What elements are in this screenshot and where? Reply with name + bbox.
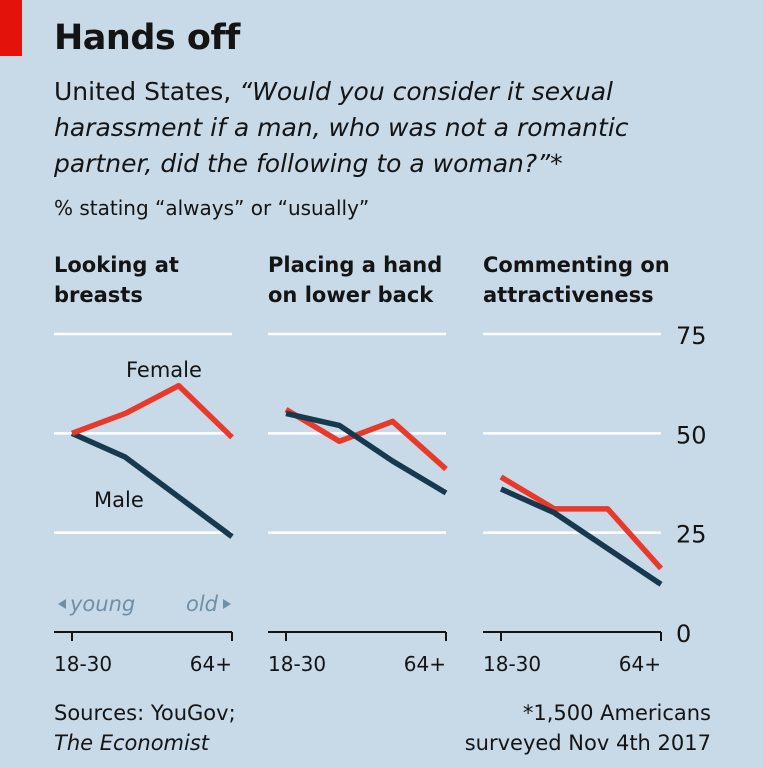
y-tick-label: 50 xyxy=(676,421,707,449)
source-line-2: The Economist xyxy=(54,731,210,755)
male-series-line xyxy=(70,430,234,539)
panel-title-1: Placing a hand on lower back xyxy=(268,253,443,307)
old-arrow-icon xyxy=(223,599,231,609)
x-tick-label-end: 64+ xyxy=(404,652,446,676)
age-label-old: old xyxy=(186,592,219,616)
survey-note-line-2: surveyed Nov 4th 2017 xyxy=(464,731,711,755)
survey-note: *1,500 Americans surveyed Nov 4th 2017 xyxy=(465,698,711,758)
panel-title-2: Commenting on attractiveness xyxy=(483,253,670,307)
subtitle-question: “Would you consider it sexual harassment… xyxy=(54,77,629,178)
female-series-line xyxy=(284,407,448,472)
chart-subtitle: United States, “Would you consider it se… xyxy=(54,74,704,182)
brand-red-tag xyxy=(0,0,22,56)
source-line-1: Sources: YouGov; xyxy=(54,701,236,725)
young-arrow-icon xyxy=(58,599,66,609)
y-tick-label: 25 xyxy=(676,521,707,549)
y-tick-label: 75 xyxy=(676,322,707,350)
survey-note-line-1: *1,500 Americans xyxy=(522,701,711,725)
chart-title: Hands off xyxy=(54,18,240,58)
y-tick-label: 0 xyxy=(676,620,691,648)
age-label-young: young xyxy=(69,592,135,616)
male-series-line xyxy=(499,486,663,587)
subtitle-footnote-mark: * xyxy=(550,149,563,178)
female-series-line xyxy=(71,382,234,440)
x-tick-label-start: 18-30 xyxy=(483,652,541,676)
x-tick-label-start: 18-30 xyxy=(268,652,326,676)
male-series-label: Male xyxy=(94,488,144,512)
x-tick-label-start: 18-30 xyxy=(54,652,112,676)
female-series-label: Female xyxy=(126,358,202,382)
female-series-line xyxy=(499,474,664,571)
source-note: Sources: YouGov; The Economist xyxy=(54,698,236,758)
x-tick-label-end: 64+ xyxy=(619,652,661,676)
unit-note: % stating “always” or “usually” xyxy=(54,196,370,220)
panel-title-0: Looking at breasts xyxy=(54,253,179,307)
subtitle-country: United States, xyxy=(54,77,240,106)
male-series-line xyxy=(285,410,448,496)
x-tick-label-end: 64+ xyxy=(190,652,232,676)
